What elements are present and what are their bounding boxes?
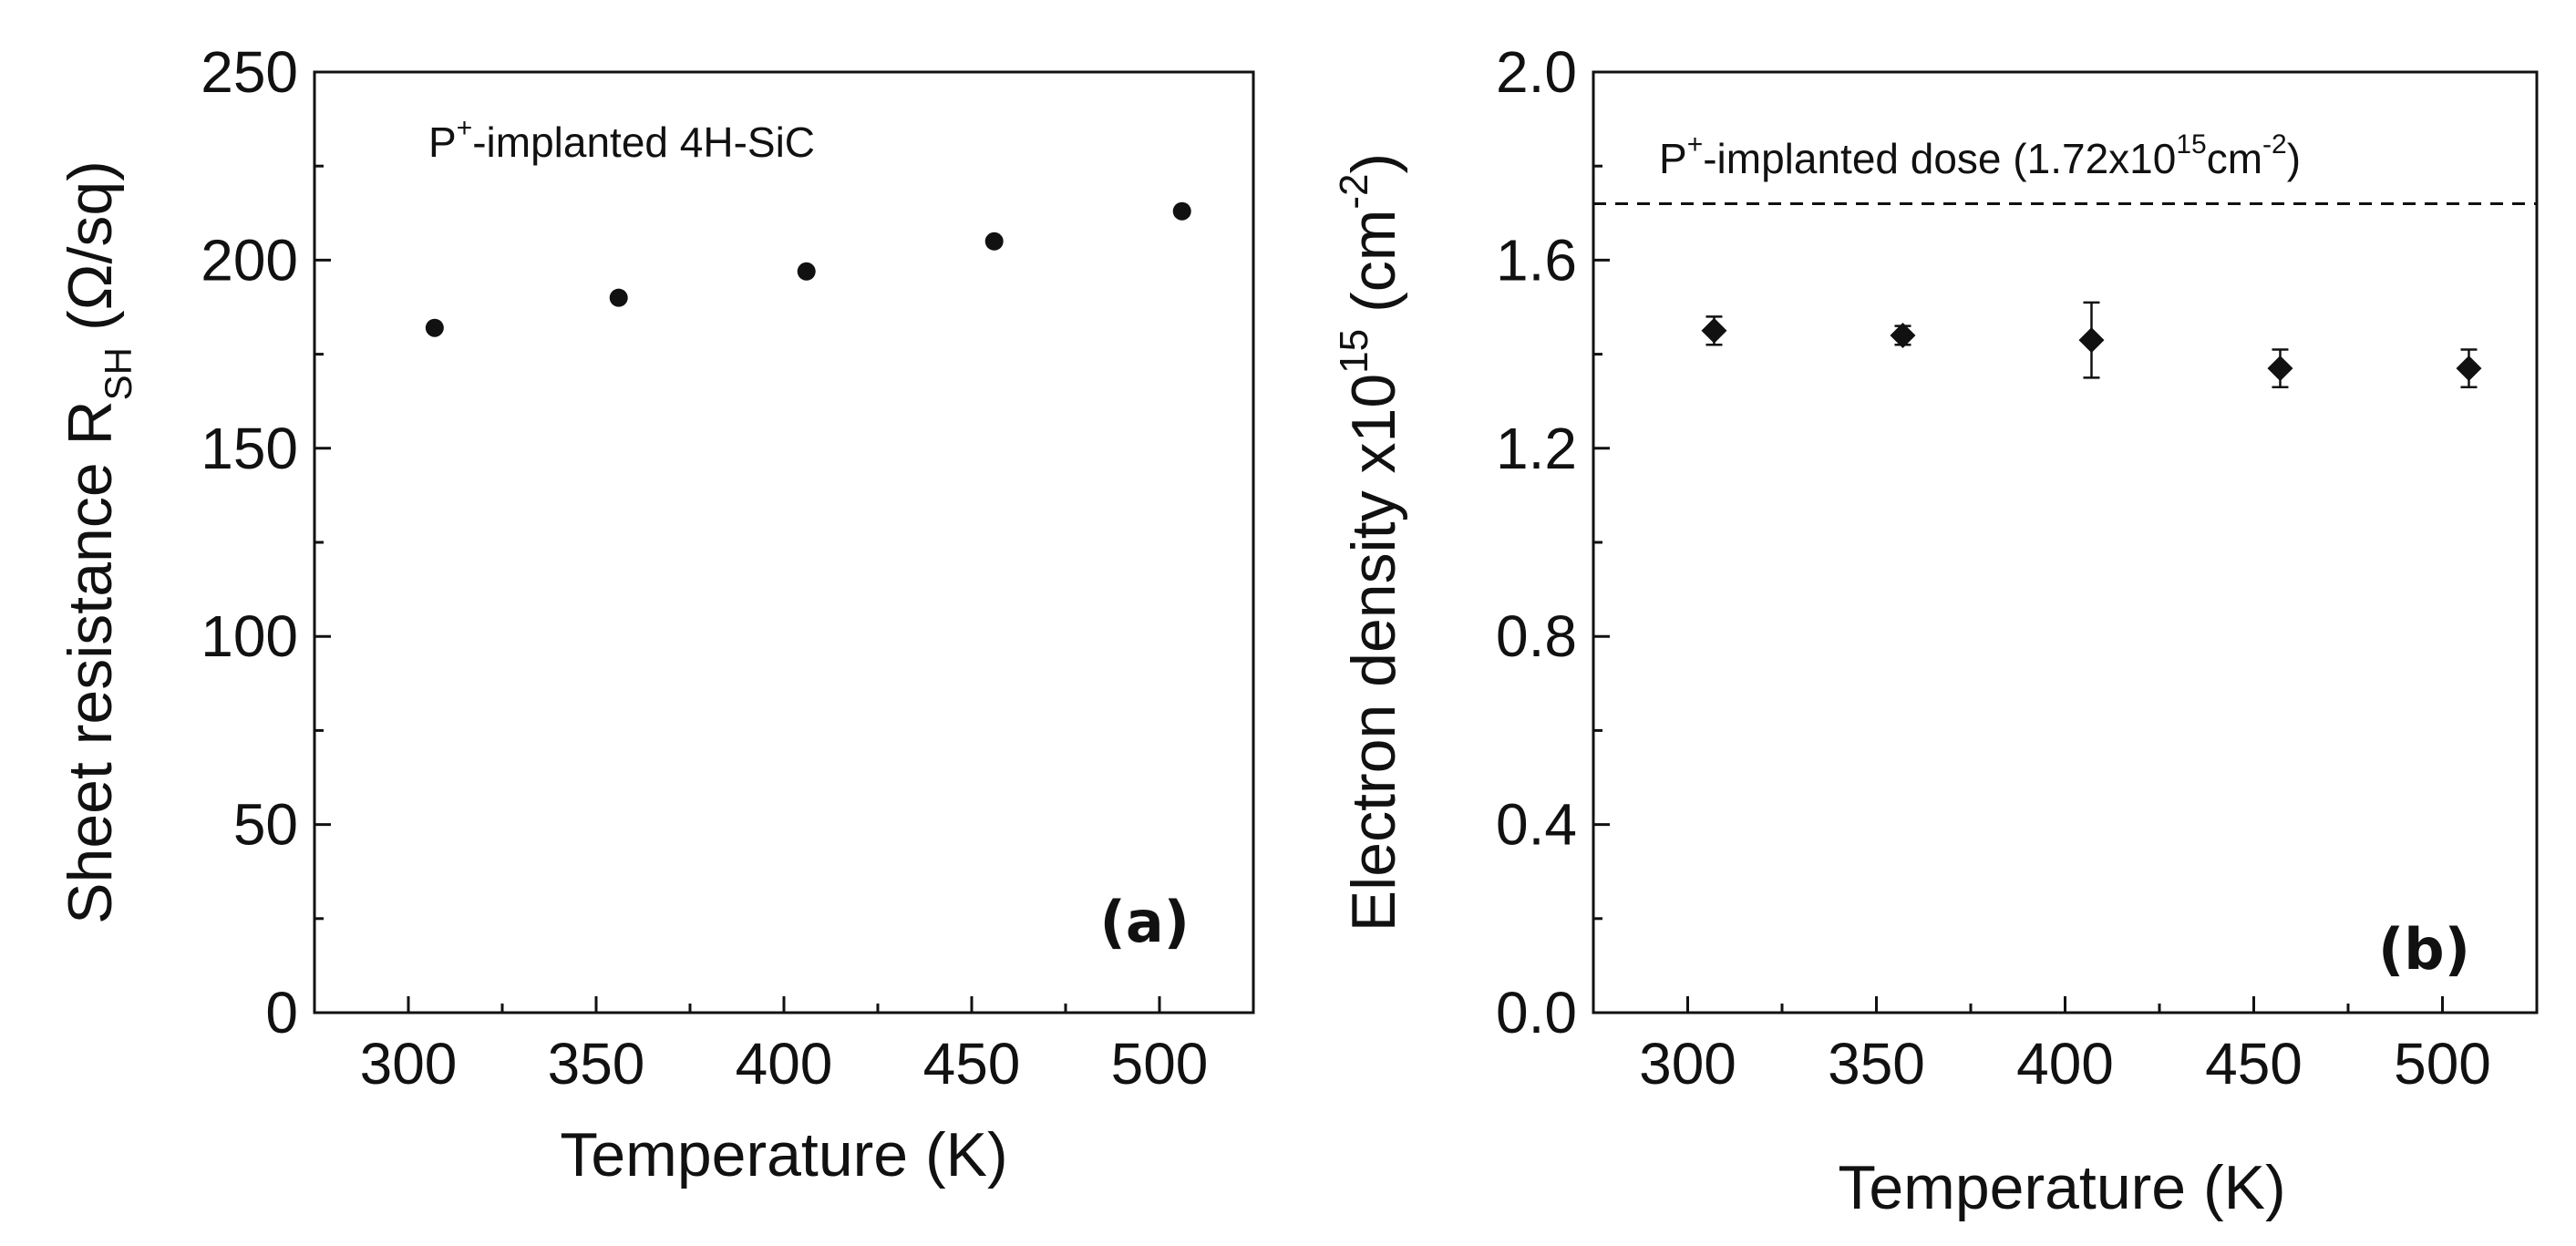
panel-b-y-tick-labels: 0.0 0.4 0.8 1.2 1.6 2.0 (1496, 39, 1577, 1045)
b-y-tick-label: 0.0 (1496, 980, 1577, 1045)
a-x-tick-label: 300 (360, 1031, 458, 1097)
a-data-point (609, 288, 628, 307)
panel-b-x-tick-labels: 300 350 400 450 500 (1639, 1031, 2491, 1097)
a-y-tick-label: 100 (201, 603, 298, 669)
b-x-tick-label: 450 (2205, 1031, 2303, 1097)
a-y-tick-label: 0 (265, 980, 298, 1045)
a-x-tick-label: 350 (548, 1031, 645, 1097)
a-data-point (1172, 201, 1191, 221)
panel-b-label: (b) (2378, 916, 2470, 983)
b-x-tick-label: 500 (2394, 1031, 2491, 1097)
b-data-point (2078, 327, 2105, 354)
panel-b-data-points (1701, 301, 2482, 388)
a-data-point (984, 232, 1004, 251)
panel-b-y-axis-title: Electron density x1015(cm-2) (1332, 153, 1408, 932)
panel-a-data-points (425, 201, 1191, 337)
panel-a-ticks (314, 70, 1255, 1014)
panel-b-annotation: P+-implanted dose (1.72x1015cm-2) (1659, 129, 2301, 182)
a-data-point (425, 318, 444, 337)
b-data-point (2267, 355, 2293, 382)
panel-a-x-axis-title: Temperature (K) (560, 1120, 1007, 1189)
a-y-tick-label: 200 (201, 227, 298, 293)
a-x-tick-label: 450 (923, 1031, 1021, 1097)
panel-a-x-tick-labels: 300 350 400 450 500 (360, 1031, 1209, 1097)
b-x-tick-label: 350 (1828, 1031, 1925, 1097)
panel-b-ticks (1593, 70, 2539, 1014)
a-y-tick-label: 50 (233, 792, 298, 858)
a-y-tick-label: 250 (201, 39, 298, 105)
a-x-tick-label: 400 (736, 1031, 833, 1097)
panel-a-annotation: P+-implanted 4H-SiC (428, 113, 815, 166)
panel-b-x-axis-title: Temperature (K) (1838, 1153, 2285, 1222)
b-data-point (2456, 355, 2482, 382)
a-x-tick-label: 500 (1111, 1031, 1209, 1097)
panel-a-y-axis-title: Sheet resistance RSH(Ω/sq) (56, 160, 139, 924)
a-data-point (797, 262, 816, 281)
a-y-tick-label: 150 (201, 416, 298, 481)
b-y-tick-label: 2.0 (1496, 39, 1577, 105)
b-x-tick-label: 400 (2016, 1031, 2114, 1097)
b-data-point (1701, 317, 1727, 344)
panel-a-chart: 0 50 100 150 200 250 300 350 400 450 500 P+-impla… (56, 39, 1255, 1189)
panel-b-chart: 0.0 0.4 0.8 1.2 1.6 2.0 300 350 400 450 500 P+-im… (1332, 39, 2539, 1222)
b-y-tick-label: 0.4 (1496, 792, 1577, 858)
panel-b-plot-frame (1592, 70, 2539, 1014)
b-y-tick-label: 1.6 (1496, 227, 1577, 293)
b-data-point (1890, 322, 1916, 348)
panel-a-y-tick-labels: 0 50 100 150 200 250 (201, 39, 298, 1045)
b-y-tick-label: 1.2 (1496, 416, 1577, 481)
panel-a-label: (a) (1099, 889, 1190, 955)
panel-a-plot-frame (313, 70, 1255, 1014)
b-x-tick-label: 300 (1639, 1031, 1736, 1097)
b-y-tick-label: 0.8 (1496, 603, 1577, 669)
